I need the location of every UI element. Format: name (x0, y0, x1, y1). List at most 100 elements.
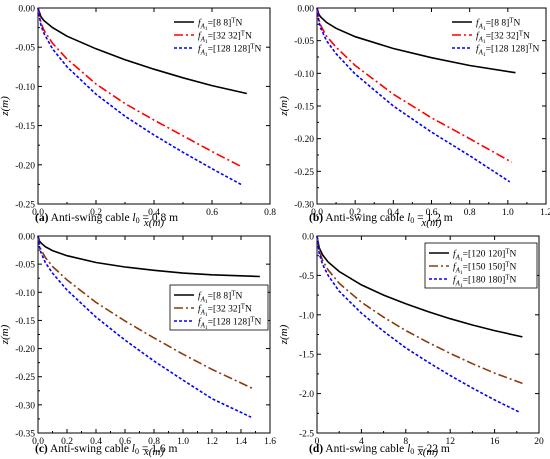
series-line-1 (316, 7, 516, 74)
x-tick-label: 0 (315, 437, 320, 447)
legend-entry: fA1=[120 120]TN (453, 248, 517, 264)
series-line-3 (37, 235, 252, 418)
x-tick-label: 0.4 (90, 437, 102, 447)
y-tick-label: -0.15 (15, 317, 35, 327)
y-axis-label: z(m) (0, 96, 11, 117)
legend-box (424, 242, 538, 289)
panel-a: 0.0 0.2 0.4 0.6 0.8 0.00 -0.05 -0.10 -0.15 -0.20 -… (0, 5, 276, 230)
y-axis-label: z(m) (278, 324, 290, 345)
legend-entry: fA1=[32 32]TN (476, 30, 530, 46)
panel-caption: (d) Anti-swing cable l0 = 22 m (309, 443, 450, 456)
series-line-1 (316, 235, 523, 338)
y-tick-label: 0.00 (18, 5, 35, 15)
x-axis-label: x(m) (143, 217, 164, 229)
y-tick-label: -0.10 (15, 83, 35, 93)
series-line-1 (37, 235, 260, 278)
series-line-2 (37, 235, 255, 390)
y-tick-label: -0.20 (15, 345, 35, 355)
y-tick-label: -0.25 (294, 168, 314, 178)
x-axis-label: x(m) (420, 217, 441, 229)
panel-b: 0.0 0.2 0.4 0.6 0.8 1.0 1.2 0.00 -0.05 -0.10 -0.15… (278, 5, 550, 230)
x-tick-label: 0.6 (426, 208, 438, 218)
panel-caption: (a) Anti-swing cable l0 = 0.8 m (35, 212, 178, 225)
x-tick-label: 0.8 (464, 208, 476, 218)
x-tick-label: 12 (445, 437, 455, 447)
x-tick-label: 1.2 (206, 437, 218, 447)
legend-entry: fA1=[8 8]TN (476, 17, 521, 33)
x-tick-label: 0.2 (349, 208, 361, 218)
y-tick-label: -0.35 (15, 430, 35, 440)
x-tick-label: 0.0 (311, 208, 323, 218)
series-line-1 (37, 7, 247, 95)
x-axis-label: x(m) (417, 446, 438, 458)
legend-entry: fA1=[32 32]TN (198, 303, 252, 319)
y-tick-label: -0.20 (15, 161, 35, 171)
y-tick-label: -0.05 (15, 44, 35, 54)
x-tick-label: 1.0 (177, 437, 189, 447)
series-line-3 (37, 7, 242, 186)
y-tick-label: -0.10 (294, 70, 314, 80)
legend-entry: fA1=[32 32]TN (198, 30, 252, 46)
panel-c: 0.0 0.2 0.4 0.6 0.8 1.0 1.2 1.4 1.6 0.00 -0.05 -0.1… (0, 233, 276, 459)
y-tick-label: -0.15 (294, 103, 314, 113)
y-tick-label: -1.0 (299, 311, 314, 321)
y-tick-label: -2.5 (299, 430, 314, 440)
x-tick-label: 0.8 (148, 437, 160, 447)
x-tick-label: 0.8 (264, 208, 276, 218)
legend-entry: fA1=[180 180]TN (453, 274, 517, 290)
y-axis-label: z(m) (0, 324, 11, 345)
x-tick-label: 8 (403, 437, 408, 447)
y-tick-label: -0.30 (294, 201, 314, 211)
x-tick-label: 0.6 (119, 437, 131, 447)
x-tick-label: 0.2 (90, 208, 102, 218)
x-tick-label: 20 (534, 437, 544, 447)
x-tick-label: 0.0 (32, 437, 44, 447)
series-line-2 (37, 7, 242, 168)
series-line-3 (316, 235, 521, 414)
legend-entry: fA1=[8 8]TN (198, 290, 243, 306)
panel-caption: (b) Anti-swing cable l0 = 1.2 m (309, 212, 453, 225)
y-tick-label: -0.05 (294, 37, 314, 47)
y-tick-label: -0.25 (15, 373, 35, 383)
plot-frame (37, 235, 271, 434)
legend-entry: fA1=[150 150]TN (453, 261, 517, 277)
x-tick-label: 0.4 (387, 208, 399, 218)
y-tick-label: 0.00 (297, 5, 314, 15)
y-tick-label: -0.25 (15, 201, 35, 211)
y-tick-label: -2.0 (299, 390, 314, 400)
y-tick-label: 0.00 (18, 233, 35, 243)
y-tick-label: -1.5 (299, 351, 314, 361)
panel-d: 0 4 8 12 16 20 0.0 -0.5 -1.0 -1.5 -2.0 -2.5 x(m) z(m)… (278, 233, 544, 459)
y-tick-label: -0.05 (15, 261, 35, 271)
x-tick-label: 0.4 (148, 208, 160, 218)
legend-entry: fA1=[8 8]TN (198, 17, 243, 33)
y-tick-label: -0.30 (15, 401, 35, 411)
x-tick-label: 1.2 (540, 208, 550, 218)
x-tick-label: 1.6 (264, 437, 276, 447)
y-tick-label: -0.20 (294, 135, 314, 145)
panel-caption: (c) Anti-swing cable l0 = 1.6 m (35, 443, 177, 456)
x-tick-label: 0.2 (61, 437, 73, 447)
x-tick-label: 0.6 (206, 208, 218, 218)
y-tick-label: -0.10 (15, 289, 35, 299)
legend-entry: fA1=[128 128]TN (198, 316, 262, 332)
y-tick-label: 0.0 (302, 233, 314, 243)
series-line-2 (316, 7, 513, 163)
x-axis-label: x(m) (143, 446, 164, 458)
y-axis-label: z(m) (278, 96, 290, 117)
y-tick-label: -0.15 (15, 122, 35, 132)
legend-entry: fA1=[128 128]TN (198, 43, 262, 59)
legend-entry: fA1=[128 128]TN (476, 43, 540, 59)
x-tick-label: 1.4 (235, 437, 247, 447)
x-tick-label: 4 (359, 437, 364, 447)
series-line-2 (316, 235, 523, 385)
series-line-3 (316, 7, 511, 183)
x-tick-label: 1.0 (502, 208, 514, 218)
x-tick-label: 0.0 (32, 208, 44, 218)
x-tick-label: 16 (490, 437, 500, 447)
